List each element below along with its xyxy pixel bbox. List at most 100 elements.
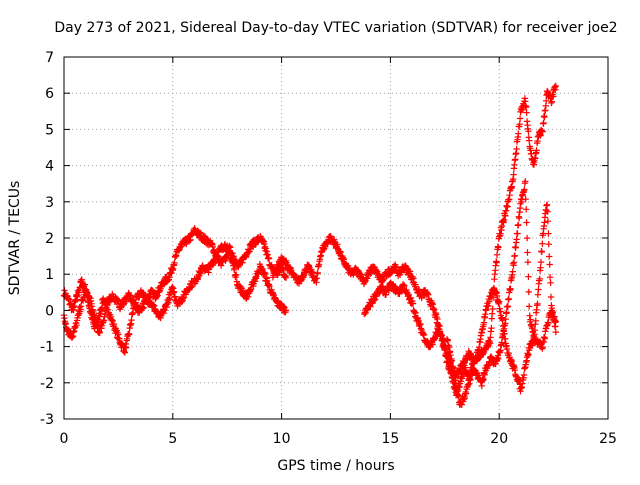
data-point: [533, 147, 540, 154]
data-point: [431, 306, 438, 313]
data-point: [233, 271, 240, 278]
data-point: [552, 323, 559, 330]
y-tick-label: 4: [45, 159, 54, 175]
data-point: [548, 98, 556, 105]
data-point: [77, 303, 85, 310]
x-tick-label: 5: [168, 431, 177, 447]
data-point: [280, 303, 287, 310]
y-tick-label: -3: [40, 412, 54, 428]
x-axis-label: GPS time / hours: [277, 458, 394, 474]
data-point: [539, 128, 546, 135]
data-point: [217, 262, 225, 269]
data-point: [444, 337, 451, 344]
data-point: [541, 335, 549, 342]
data-point: [447, 352, 454, 359]
data-point: [523, 109, 530, 116]
data-point: [541, 114, 548, 121]
data-point: [526, 303, 533, 310]
data-point: [432, 335, 439, 342]
data-point: [511, 252, 519, 259]
x-tick-labels: 0 5 10 15 20 25: [60, 431, 617, 447]
data-point: [157, 314, 164, 322]
data-point: [244, 293, 252, 300]
data-point: [444, 359, 451, 366]
series-track-c: [269, 82, 559, 381]
series-track-e: [443, 178, 559, 408]
data-point: [314, 269, 321, 276]
series-track-d: [361, 279, 559, 399]
data-point: [552, 328, 559, 336]
data-point: [467, 376, 474, 384]
data-point: [532, 317, 539, 324]
data-point: [364, 275, 371, 282]
data-point: [259, 265, 266, 273]
data-point: [127, 292, 134, 299]
data-point: [487, 334, 494, 341]
data-point: [504, 303, 512, 310]
data-point: [546, 261, 553, 268]
data-point: [537, 264, 544, 271]
data-point: [503, 309, 510, 316]
data-point: [485, 302, 492, 309]
data-point: [523, 234, 531, 242]
data-point: [516, 115, 524, 122]
data-point: [549, 308, 556, 316]
data-point: [140, 304, 147, 311]
data-point: [525, 351, 532, 358]
data-point: [493, 259, 500, 266]
data-point: [538, 248, 545, 256]
data-point: [520, 371, 528, 379]
y-tick-label: 6: [45, 86, 54, 102]
data-point: [509, 268, 516, 275]
data-point: [214, 253, 221, 261]
data-point: [537, 132, 544, 139]
y-tick-labels: -3 -2 -1 0 1 2 3 4 5 6 7: [40, 50, 54, 428]
y-tick-label: 3: [45, 195, 54, 211]
data-point: [446, 344, 453, 351]
data-point: [128, 316, 135, 324]
data-point: [81, 281, 89, 288]
data-point: [513, 145, 520, 153]
data-point: [545, 230, 552, 237]
data-points: [60, 82, 559, 408]
data-point: [536, 275, 543, 283]
data-point: [488, 324, 495, 332]
data-point: [547, 293, 555, 301]
data-point: [337, 249, 344, 256]
data-point: [409, 300, 417, 307]
data-point: [510, 171, 517, 178]
data-point: [170, 288, 178, 295]
data-point: [439, 337, 446, 344]
data-point: [197, 270, 204, 277]
data-point: [525, 128, 532, 135]
series-track-a: [60, 225, 290, 356]
data-point: [544, 218, 552, 225]
data-point: [516, 214, 523, 222]
data-point: [110, 320, 118, 328]
data-point: [473, 355, 480, 362]
y-tick-label: -2: [40, 376, 54, 392]
data-point: [481, 371, 488, 378]
y-tick-label: -1: [40, 340, 54, 356]
x-tick-label: 10: [273, 431, 291, 447]
data-point: [523, 219, 530, 226]
data-point: [261, 270, 269, 277]
y-tick-label: 0: [45, 303, 54, 319]
data-point: [476, 343, 483, 351]
data-point: [507, 285, 514, 292]
x-tick-label: 0: [60, 431, 69, 447]
data-point: [526, 137, 533, 144]
data-point: [548, 305, 556, 312]
data-point: [523, 206, 530, 213]
data-point: [535, 286, 542, 293]
data-point: [525, 273, 532, 280]
data-point: [522, 178, 529, 185]
y-axis-label: SDTVAR / TECUs: [7, 181, 23, 296]
data-point: [525, 288, 532, 296]
data-point: [515, 130, 522, 137]
data-point: [121, 349, 129, 356]
y-tick-label: 5: [45, 122, 54, 138]
data-point: [495, 355, 502, 362]
